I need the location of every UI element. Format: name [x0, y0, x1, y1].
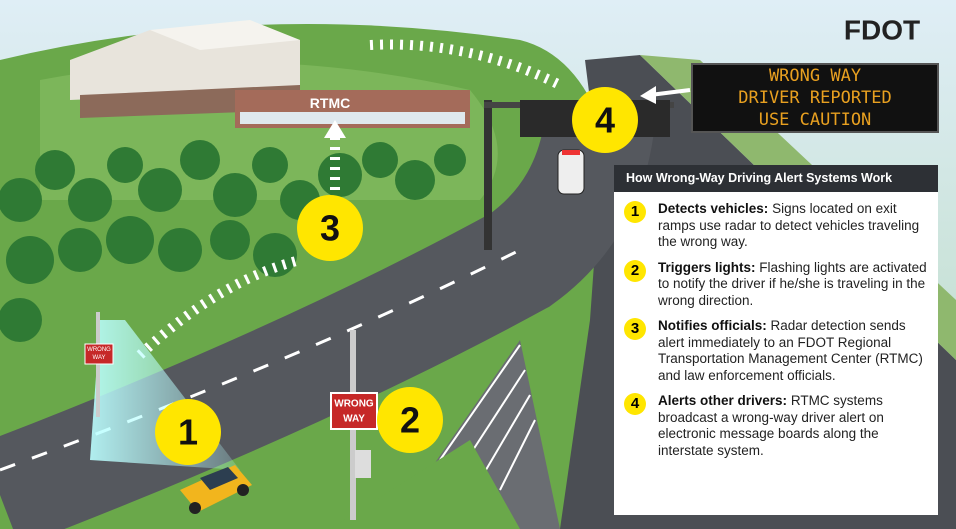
panel-title: How Wrong-Way Driving Alert Systems Work	[614, 165, 938, 192]
police-car	[557, 149, 585, 195]
marker-number: 2	[400, 400, 420, 441]
building-label: RTMC	[310, 95, 350, 111]
info-panel: How Wrong-Way Driving Alert Systems Work…	[614, 165, 938, 515]
step-heading: Alerts other drivers:	[658, 393, 788, 408]
cabinet	[355, 450, 371, 478]
step-number: 2	[624, 259, 646, 282]
step-body: Alerts other drivers: RTMC systems broad…	[658, 393, 930, 459]
building: RTMC	[70, 20, 470, 128]
step: 1 Detects vehicles: Signs located on exit…	[614, 201, 938, 251]
trees	[0, 140, 466, 342]
step-number: 4	[624, 393, 646, 415]
message-line: DRIVER REPORTED	[738, 88, 892, 108]
step-heading: Detects vehicles:	[658, 201, 769, 216]
arrow-head	[640, 86, 656, 104]
arrow-head	[324, 120, 346, 138]
step-body: Notifies officials: Radar detection send…	[658, 318, 930, 384]
step-body: Triggers lights: Flashing lights are act…	[658, 260, 930, 310]
marker-number: 1	[178, 412, 198, 453]
step-text: RTMC systems broadcast a wrong-way drive…	[658, 393, 884, 458]
car	[180, 465, 252, 514]
wrong-way-sign	[330, 392, 378, 430]
marker	[572, 87, 638, 153]
step-number: 3	[624, 318, 646, 340]
marker	[377, 387, 443, 453]
signal-arc	[136, 255, 302, 359]
step-text: Signs located on exit ramps use radar to…	[658, 201, 920, 249]
small-sign-text: WAY	[93, 355, 106, 361]
step-body: Detects vehicles: Signs located on exit …	[658, 201, 930, 251]
small-sign-text: WRONG	[87, 347, 111, 353]
message-board	[691, 63, 939, 133]
message-line: WRONG WAY	[769, 66, 861, 86]
sign-text: WAY	[343, 414, 365, 425]
signal-arc	[369, 39, 563, 90]
police-lights	[562, 150, 580, 155]
logo: FDOT	[844, 15, 920, 46]
step: 2 Triggers lights: Flashing lights are ac…	[614, 259, 938, 310]
marker-number: 3	[320, 208, 340, 249]
step: 3 Notifies officials: Radar detection sen…	[614, 318, 938, 384]
step-text: Flashing lights are activated to notify …	[658, 259, 927, 308]
marker-number: 4	[595, 100, 615, 141]
chevrons	[439, 344, 536, 491]
step: 4 Alerts other drivers: RTMC systems broa…	[614, 393, 938, 459]
step-number: 1	[624, 201, 646, 223]
arrow	[649, 88, 691, 97]
step-heading: Notifies officials:	[658, 318, 767, 333]
island	[330, 440, 520, 529]
sign-text: WRONG	[334, 399, 374, 410]
step-text: Radar detection sends alert immediately …	[658, 318, 923, 383]
small-sign	[84, 343, 114, 365]
message-line: USE CAUTION	[759, 110, 872, 130]
step-heading: Triggers lights:	[658, 259, 756, 275]
marker	[297, 195, 363, 261]
steps: 1 Detects vehicles: Signs located on exit…	[614, 201, 938, 459]
marker	[155, 399, 221, 465]
